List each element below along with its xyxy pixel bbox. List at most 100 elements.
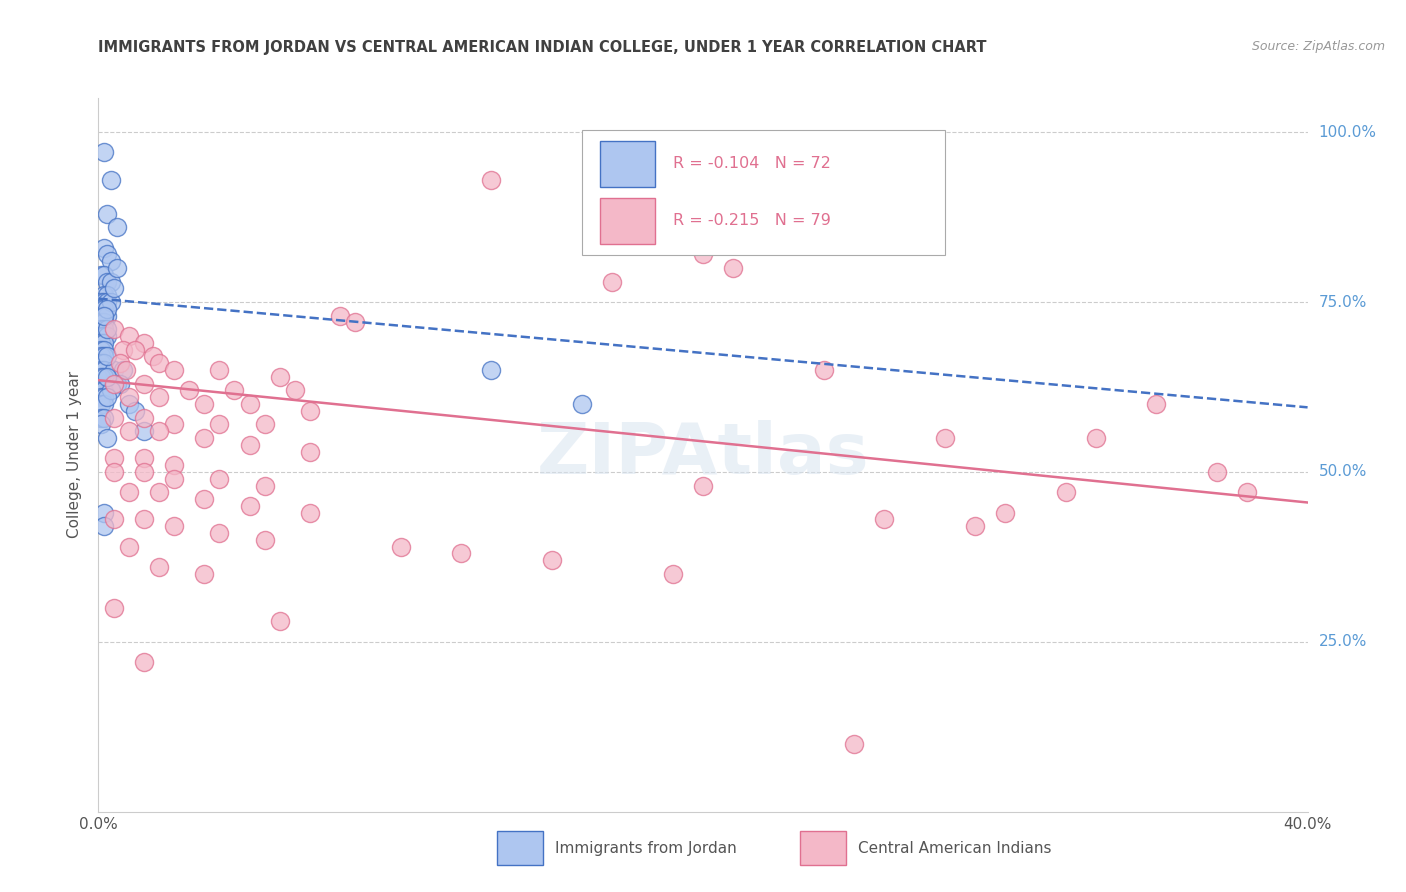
Point — [481, 172, 503, 186]
Text: R = -0.215   N = 79: R = -0.215 N = 79 — [672, 213, 831, 228]
Point — [90, 329, 112, 343]
Point — [96, 301, 118, 316]
Point — [90, 356, 112, 370]
Point — [118, 397, 141, 411]
Point — [208, 363, 231, 377]
Point — [93, 350, 115, 364]
Point — [90, 268, 112, 282]
Point — [163, 519, 186, 533]
Point — [93, 241, 115, 255]
Point — [105, 220, 128, 235]
Point — [93, 268, 115, 282]
Point — [118, 540, 141, 554]
Point — [450, 546, 472, 560]
Point — [239, 438, 262, 452]
Point — [105, 260, 128, 275]
Point — [148, 485, 170, 500]
Point — [132, 465, 155, 479]
Point — [90, 363, 112, 377]
Point — [132, 424, 155, 438]
Point — [93, 369, 115, 384]
Point — [90, 335, 112, 350]
Point — [692, 478, 714, 492]
Point — [105, 376, 128, 391]
Y-axis label: College, Under 1 year: College, Under 1 year — [67, 371, 83, 539]
Point — [934, 431, 956, 445]
Point — [103, 451, 125, 466]
Point — [299, 506, 322, 520]
Point — [93, 343, 115, 357]
Text: ZIPAtlas: ZIPAtlas — [537, 420, 869, 490]
Point — [96, 309, 118, 323]
Point — [208, 526, 231, 541]
Bar — [498, 831, 543, 865]
Point — [90, 322, 112, 336]
Point — [90, 295, 112, 310]
Point — [329, 309, 352, 323]
Point — [93, 506, 115, 520]
Point — [118, 424, 141, 438]
Point — [93, 397, 115, 411]
Point — [253, 533, 276, 547]
Point — [90, 315, 112, 329]
Point — [114, 363, 136, 377]
Point — [118, 329, 141, 343]
Point — [148, 424, 170, 438]
Point — [103, 465, 125, 479]
Point — [118, 390, 141, 404]
Point — [177, 384, 201, 398]
Point — [96, 329, 118, 343]
Text: Source: ZipAtlas.com: Source: ZipAtlas.com — [1251, 40, 1385, 54]
Point — [93, 309, 115, 323]
Point — [163, 458, 186, 472]
Point — [100, 384, 122, 398]
Point — [692, 247, 714, 261]
Text: 100.0%: 100.0% — [1319, 125, 1376, 140]
Point — [93, 519, 115, 533]
Point — [132, 335, 155, 350]
Point — [193, 492, 215, 507]
Point — [90, 390, 112, 404]
Point — [93, 322, 115, 336]
Point — [90, 410, 112, 425]
Point — [239, 397, 262, 411]
Point — [571, 397, 593, 411]
Point — [389, 540, 412, 554]
Point — [103, 281, 125, 295]
Point — [93, 145, 115, 160]
Point — [111, 363, 134, 377]
Text: 50.0%: 50.0% — [1319, 465, 1367, 479]
Bar — [800, 831, 845, 865]
Point — [1206, 465, 1229, 479]
Point — [90, 369, 112, 384]
Point — [96, 288, 118, 302]
Point — [132, 451, 155, 466]
Point — [193, 566, 215, 581]
Point — [481, 363, 503, 377]
Point — [111, 343, 134, 357]
Point — [132, 410, 155, 425]
Point — [299, 403, 322, 417]
Point — [103, 512, 125, 526]
Point — [93, 390, 115, 404]
Point — [1144, 397, 1167, 411]
Point — [103, 600, 125, 615]
Point — [602, 275, 624, 289]
Point — [103, 363, 125, 377]
Point — [93, 356, 115, 370]
Point — [93, 329, 115, 343]
Point — [108, 356, 131, 370]
Point — [100, 275, 122, 289]
Point — [103, 322, 125, 336]
Text: IMMIGRANTS FROM JORDAN VS CENTRAL AMERICAN INDIAN COLLEGE, UNDER 1 YEAR CORRELAT: IMMIGRANTS FROM JORDAN VS CENTRAL AMERIC… — [98, 40, 987, 55]
Point — [132, 655, 155, 669]
Point — [96, 247, 118, 261]
Point — [90, 384, 112, 398]
Point — [90, 309, 112, 323]
Point — [1236, 485, 1258, 500]
FancyBboxPatch shape — [582, 130, 945, 255]
Text: 75.0%: 75.0% — [1319, 294, 1367, 310]
Point — [100, 295, 122, 310]
Bar — [600, 198, 655, 244]
Point — [96, 369, 118, 384]
